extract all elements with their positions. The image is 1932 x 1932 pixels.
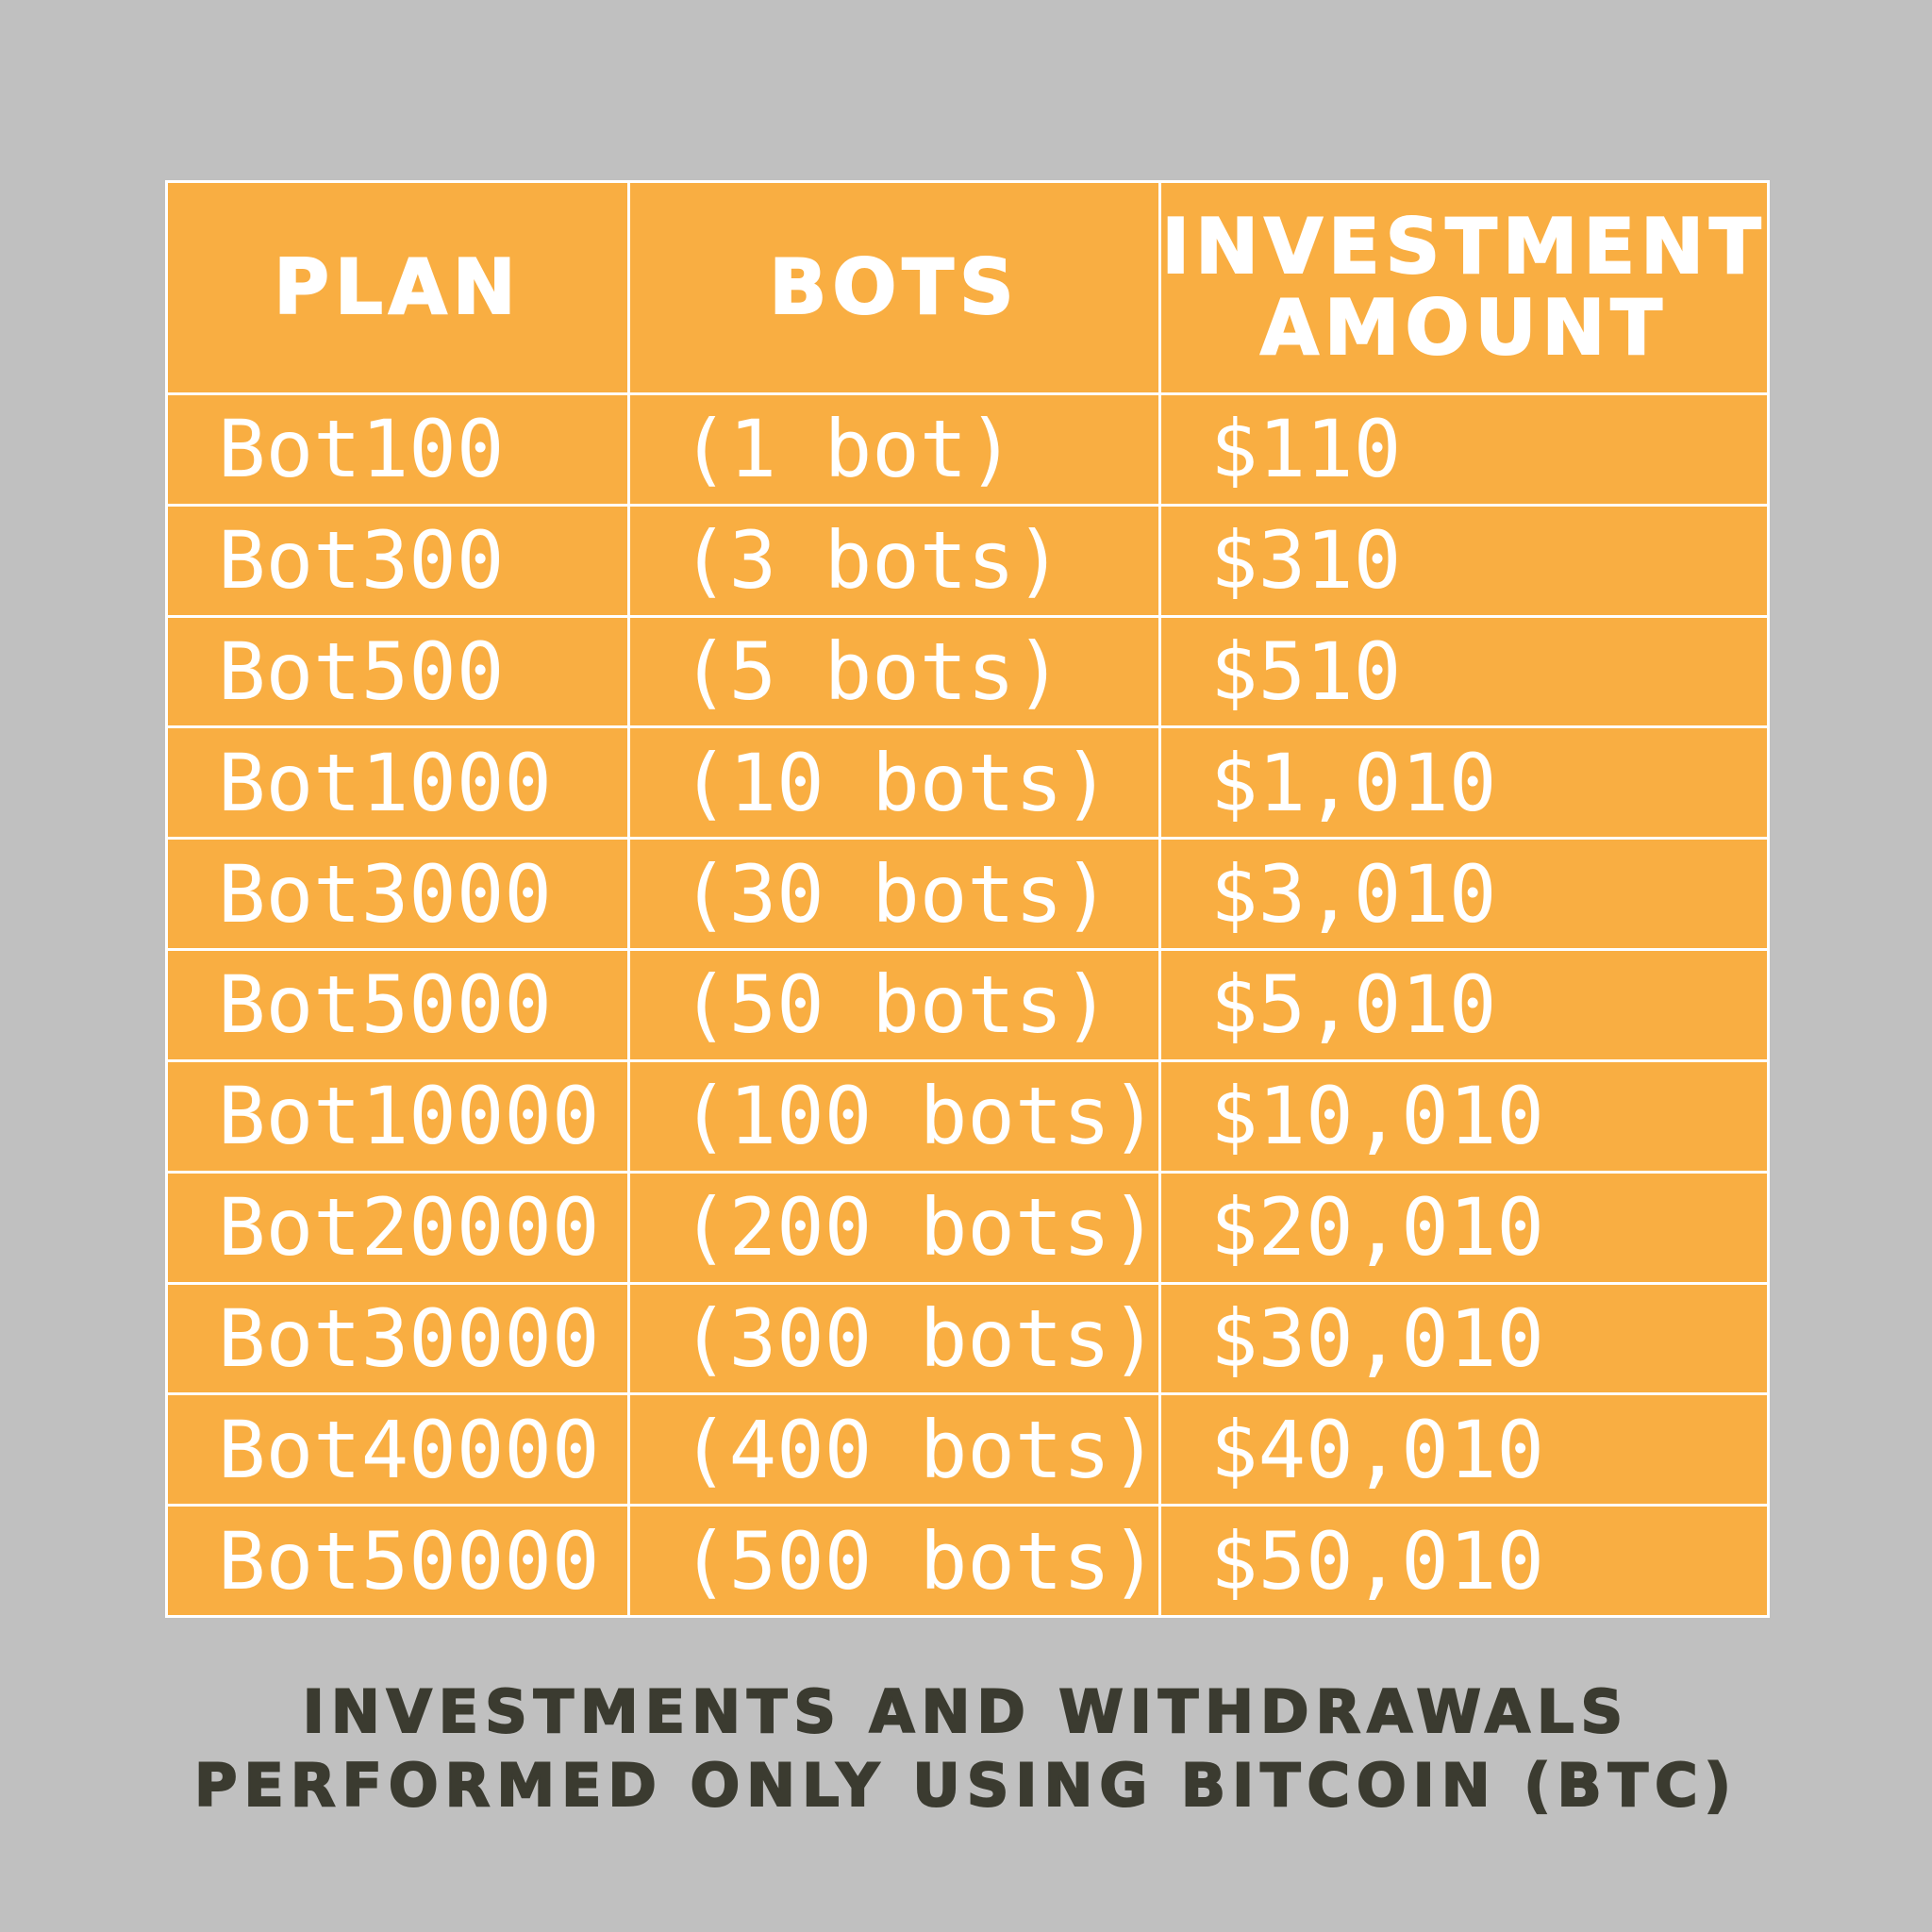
table-row: Bot1000 (10 bots) $1,010 <box>165 725 1770 841</box>
bots-cell: (500 bots) <box>627 1504 1161 1618</box>
plan-cell: Bot300 <box>165 503 630 618</box>
amount-cell: $5,010 <box>1158 948 1770 1062</box>
bots-cell: (1 bot) <box>627 392 1161 507</box>
amount-cell: $1,010 <box>1158 725 1770 841</box>
plan-cell: Bot50000 <box>165 1504 630 1618</box>
header-investment-amount: INVESTMENT AMOUNT <box>1158 180 1770 395</box>
table-row: Bot3000 (30 bots) $3,010 <box>165 837 1770 952</box>
amount-cell: $40,010 <box>1158 1392 1770 1507</box>
plan-cell: Bot500 <box>165 614 630 729</box>
footer-line-2: PERFORMED ONLY USING BITCOIN (BTC) <box>193 1750 1738 1821</box>
amount-cell: $310 <box>1158 503 1770 618</box>
bots-cell: (50 bots) <box>627 948 1161 1062</box>
plan-cell: Bot40000 <box>165 1392 630 1507</box>
bots-cell: (200 bots) <box>627 1170 1161 1285</box>
bots-cell: (3 bots) <box>627 503 1161 618</box>
amount-cell: $10,010 <box>1158 1058 1770 1174</box>
table-row: Bot100 (1 bot) $110 <box>165 392 1770 507</box>
amount-cell: $3,010 <box>1158 837 1770 952</box>
plan-cell: Bot10000 <box>165 1058 630 1174</box>
plan-cell: Bot30000 <box>165 1281 630 1396</box>
plan-cell: Bot100 <box>165 392 630 507</box>
header-plan: PLAN <box>165 180 630 395</box>
amount-cell: $20,010 <box>1158 1170 1770 1285</box>
table-row: Bot500 (5 bots) $510 <box>165 614 1770 729</box>
bots-cell: (10 bots) <box>627 725 1161 841</box>
table-row: Bot10000 (100 bots) $10,010 <box>165 1058 1770 1174</box>
table-row: Bot20000 (200 bots) $20,010 <box>165 1170 1770 1285</box>
table-row: Bot50000 (500 bots) $50,010 <box>165 1504 1770 1618</box>
header-amount-line2: AMOUNT <box>1259 284 1668 372</box>
header-bots: BOTS <box>627 180 1161 395</box>
footer-line-1: INVESTMENTS AND WITHDRAWALS <box>302 1676 1630 1747</box>
amount-cell: $510 <box>1158 614 1770 729</box>
table-row: Bot40000 (400 bots) $40,010 <box>165 1392 1770 1507</box>
table-row: Bot300 (3 bots) $310 <box>165 503 1770 618</box>
table-header-row: PLAN BOTS INVESTMENT AMOUNT <box>165 180 1770 395</box>
amount-cell: $110 <box>1158 392 1770 507</box>
table-row: Bot30000 (300 bots) $30,010 <box>165 1281 1770 1396</box>
plan-cell: Bot5000 <box>165 948 630 1062</box>
table-row: Bot5000 (50 bots) $5,010 <box>165 948 1770 1062</box>
plan-cell: Bot1000 <box>165 725 630 841</box>
bots-cell: (30 bots) <box>627 837 1161 952</box>
bots-cell: (5 bots) <box>627 614 1161 729</box>
bots-cell: (400 bots) <box>627 1392 1161 1507</box>
plan-cell: Bot3000 <box>165 837 630 952</box>
bots-cell: (100 bots) <box>627 1058 1161 1174</box>
header-amount-line1: INVESTMENT <box>1160 202 1767 291</box>
plan-cell: Bot20000 <box>165 1170 630 1285</box>
pricing-table-container: PLAN BOTS INVESTMENT AMOUNT Bot100 (1 bo… <box>165 180 1770 1618</box>
footer-note: INVESTMENTS AND WITHDRAWALS PERFORMED ON… <box>0 1675 1932 1823</box>
pricing-table: PLAN BOTS INVESTMENT AMOUNT Bot100 (1 bo… <box>165 180 1770 1618</box>
amount-cell: $30,010 <box>1158 1281 1770 1396</box>
bots-cell: (300 bots) <box>627 1281 1161 1396</box>
amount-cell: $50,010 <box>1158 1504 1770 1618</box>
